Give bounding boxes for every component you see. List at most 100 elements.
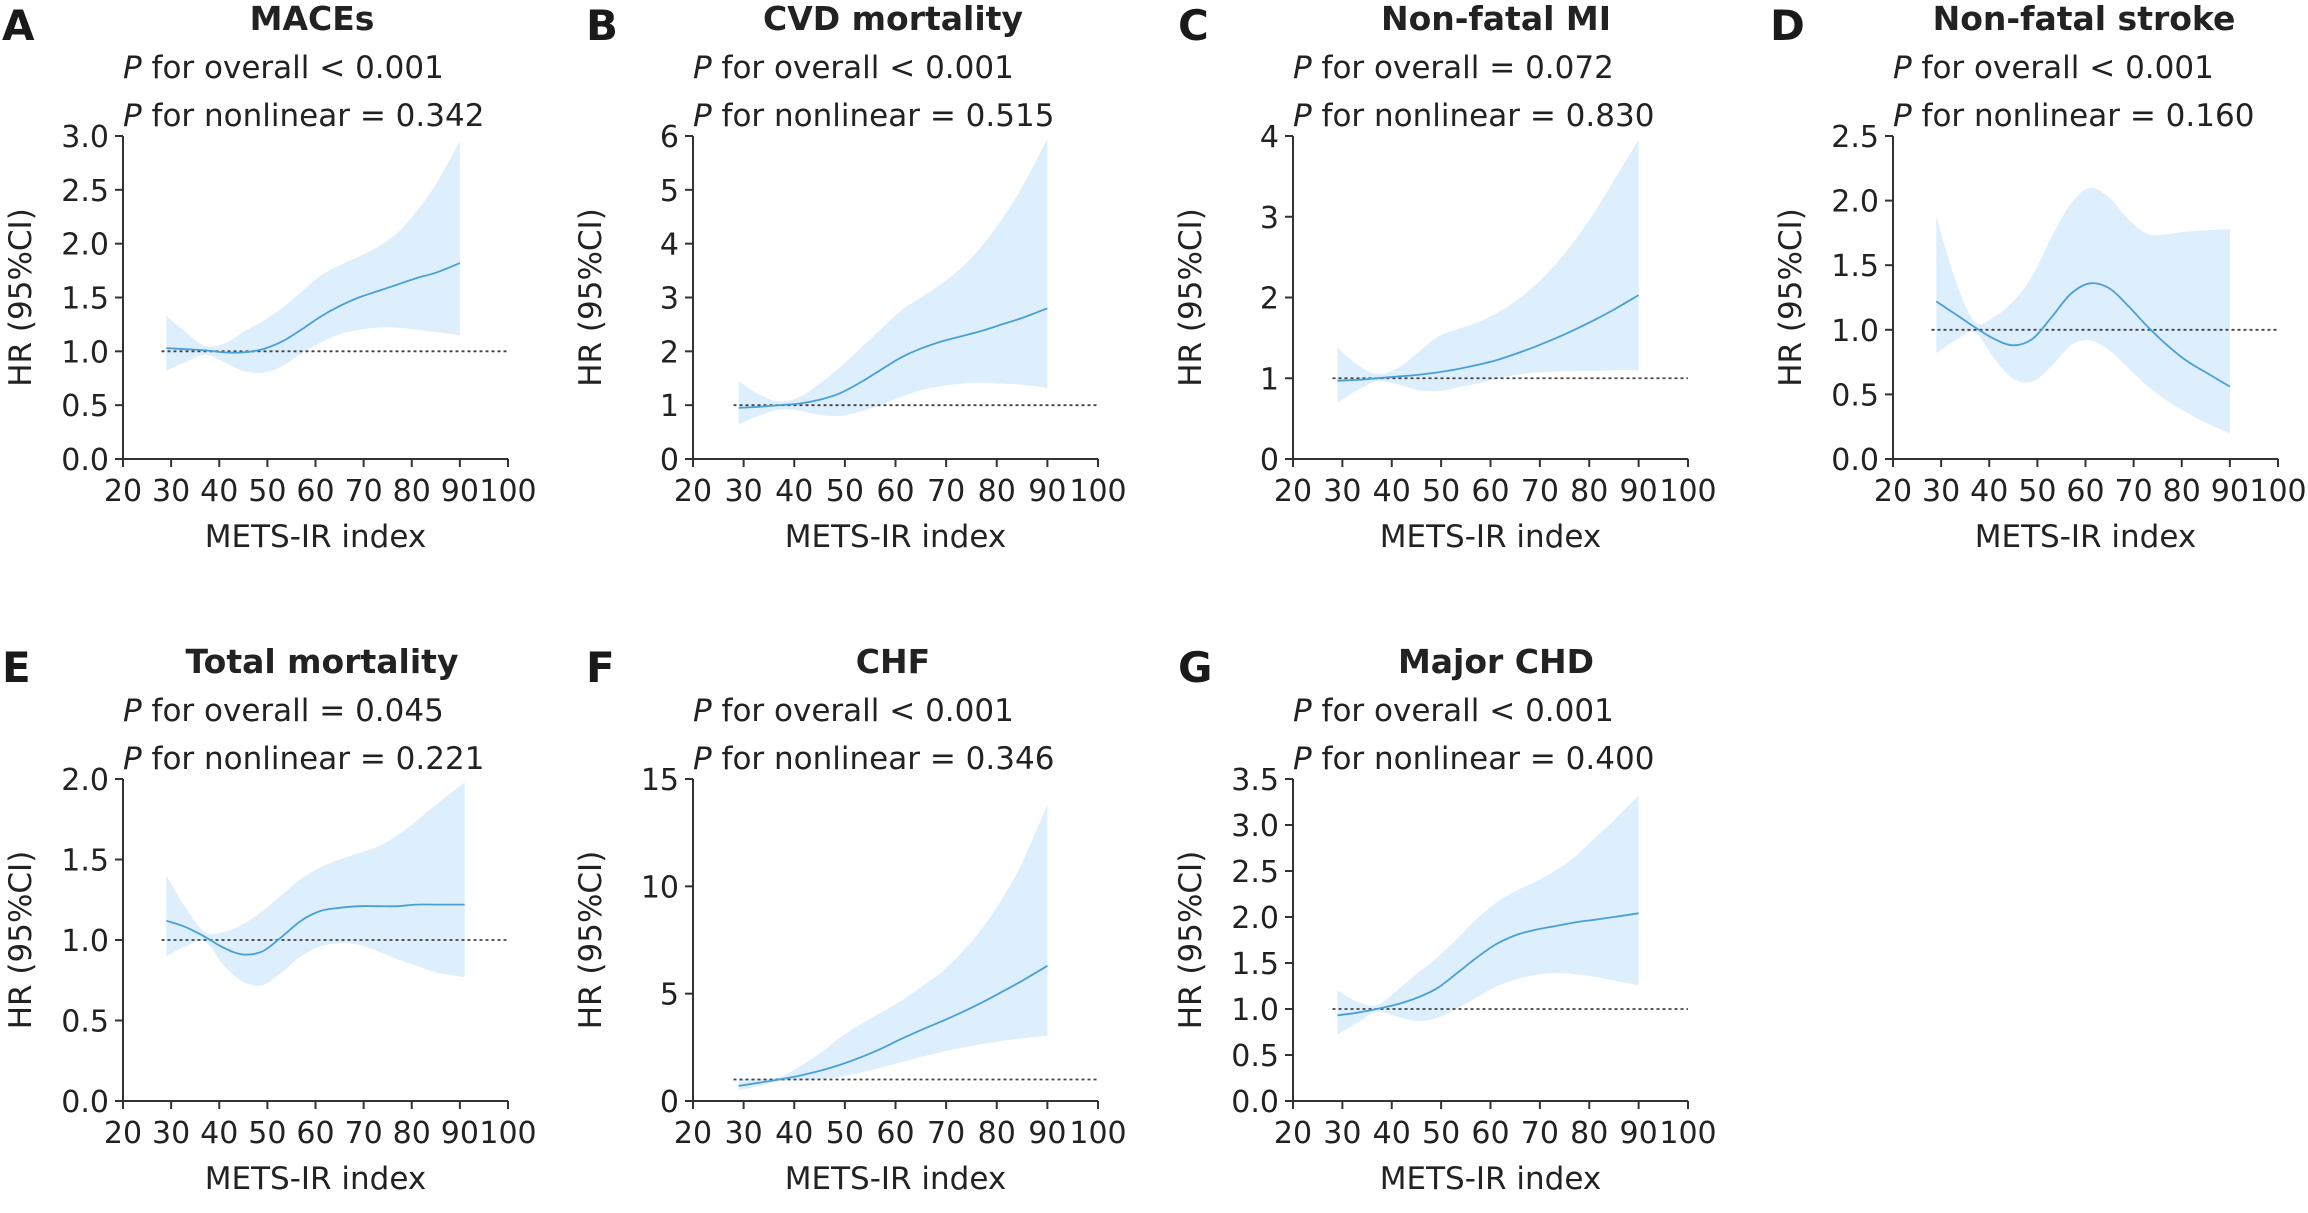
hazard-ratio-line [1935, 282, 2231, 388]
x-tick-label: 20 [104, 1116, 142, 1151]
panel-letter: E [2, 643, 31, 692]
p-nonlinear-text: P for nonlinear = 0.221 [123, 741, 484, 777]
panel-b: B CVD mortality P for overall < 0.001 P for… [573, 0, 1127, 555]
y-tick-label: 1.5 [1831, 249, 1879, 284]
x-tick-label: 60 [1471, 474, 1509, 509]
x-tick-label: 40 [200, 474, 238, 509]
x-tick-label: 100 [479, 474, 536, 509]
x-tick-label: 40 [1970, 474, 2008, 509]
panel-title: Non-fatal MI [1381, 0, 1611, 38]
confidence-band [1337, 140, 1639, 403]
x-tick-label: 30 [152, 474, 190, 509]
panel-title: Non-fatal stroke [1933, 0, 2236, 38]
x-tick-label: 90 [2211, 474, 2249, 509]
panel-title: CVD mortality [763, 0, 1023, 38]
x-tick-label: 50 [826, 474, 864, 509]
p-overall-text: P for overall = 0.072 [1293, 50, 1614, 86]
panel-letter: D [1770, 1, 1805, 50]
y-tick-label: 3.0 [1231, 809, 1279, 844]
panel-g: G Major CHD P for overall < 0.001 P for non… [1173, 642, 1717, 1197]
x-tick-label: 20 [104, 474, 142, 509]
y-tick-label: 0.5 [61, 389, 109, 424]
y-tick-label: 2.0 [61, 228, 109, 263]
x-tick-label: 80 [1570, 1116, 1608, 1151]
x-tick-label: 60 [296, 1116, 334, 1151]
confidence-band [166, 141, 460, 374]
p-nonlinear-text: P for nonlinear = 0.346 [693, 741, 1054, 777]
y-tick-label: 15 [641, 763, 679, 798]
y-tick-label: 1.5 [61, 282, 109, 317]
panel-title: Major CHD [1398, 642, 1594, 681]
hazard-ratio-line [166, 903, 465, 956]
y-tick-label: 1.5 [1231, 947, 1279, 982]
x-axis-label: METS-IR index [785, 1161, 1006, 1197]
y-tick-label: 6 [660, 120, 679, 155]
x-tick-label: 70 [1521, 474, 1559, 509]
y-tick-label: 4 [660, 228, 679, 263]
x-tick-label: 100 [479, 1116, 536, 1151]
x-tick-label: 50 [1422, 474, 1460, 509]
x-axis-label: METS-IR index [1380, 1161, 1601, 1197]
p-nonlinear-text: P for nonlinear = 0.515 [693, 98, 1054, 134]
x-tick-label: 80 [978, 1116, 1016, 1151]
x-tick-label: 30 [152, 1116, 190, 1151]
y-tick-label: 2.0 [61, 763, 109, 798]
panel-e: E Total mortality P for overall = 0.045 P f… [2, 642, 537, 1197]
confidence-band [738, 804, 1048, 1091]
x-tick-label: 30 [725, 1116, 763, 1151]
x-tick-label: 90 [1028, 474, 1066, 509]
x-tick-label: 40 [1373, 474, 1411, 509]
y-tick-label: 1.0 [61, 335, 109, 370]
y-tick-label: 0.5 [1231, 1039, 1279, 1074]
panel-a: A MACEs P for overall < 0.001 P for nonline… [2, 0, 537, 555]
x-tick-label: 100 [2249, 474, 2306, 509]
y-tick-label: 2.5 [1231, 855, 1279, 890]
y-tick-label: 5 [660, 978, 679, 1013]
p-overall-text: P for overall < 0.001 [123, 50, 444, 86]
confidence-band [166, 782, 465, 986]
x-tick-label: 20 [1874, 474, 1912, 509]
x-tick-label: 100 [1659, 1116, 1716, 1151]
y-tick-label: 1 [1260, 362, 1279, 397]
x-tick-label: 80 [393, 474, 431, 509]
y-tick-label: 0 [660, 1085, 679, 1120]
x-tick-label: 50 [248, 1116, 286, 1151]
x-tick-label: 60 [876, 1116, 914, 1151]
y-tick-label: 2.0 [1231, 901, 1279, 936]
y-tick-label: 0 [1260, 443, 1279, 478]
p-overall-text: P for overall < 0.001 [1293, 693, 1614, 729]
y-tick-label: 0.0 [1231, 1085, 1279, 1120]
p-nonlinear-text: P for nonlinear = 0.830 [1293, 98, 1654, 134]
x-axis-label: METS-IR index [205, 1161, 426, 1197]
y-tick-label: 0 [660, 443, 679, 478]
x-tick-label: 90 [441, 1116, 479, 1151]
x-tick-label: 50 [1422, 1116, 1460, 1151]
p-overall-text: P for overall < 0.001 [693, 50, 1014, 86]
hazard-ratio-line [738, 965, 1048, 1087]
panel-title: CHF [856, 642, 930, 681]
y-axis-label: HR (95%CI) [573, 208, 609, 387]
y-tick-label: 3.0 [61, 120, 109, 155]
y-axis-label: HR (95%CI) [3, 208, 39, 387]
panel-letter: C [1178, 1, 1209, 50]
y-tick-label: 0.0 [61, 1085, 109, 1120]
y-tick-label: 3 [1260, 201, 1279, 236]
y-tick-label: 5 [660, 174, 679, 209]
p-nonlinear-text: P for nonlinear = 0.160 [1893, 98, 2254, 134]
hazard-ratio-line [1337, 294, 1640, 382]
x-tick-label: 70 [927, 474, 965, 509]
y-tick-label: 3.5 [1231, 763, 1279, 798]
y-axis-label: HR (95%CI) [1173, 208, 1209, 387]
y-tick-label: 2 [660, 335, 679, 370]
panel-f: F CHF P for overall < 0.001 P for nonlinear… [573, 642, 1127, 1197]
p-overall-text: P for overall = 0.045 [123, 693, 444, 729]
p-nonlinear-text: P for nonlinear = 0.342 [123, 98, 484, 134]
x-tick-label: 100 [1069, 474, 1126, 509]
y-tick-label: 1.0 [61, 924, 109, 959]
x-axis-label: METS-IR index [785, 519, 1006, 555]
x-tick-label: 40 [775, 1116, 813, 1151]
p-overall-text: P for overall < 0.001 [693, 693, 1014, 729]
y-axis-label: HR (95%CI) [573, 851, 609, 1030]
x-tick-label: 80 [1570, 474, 1608, 509]
